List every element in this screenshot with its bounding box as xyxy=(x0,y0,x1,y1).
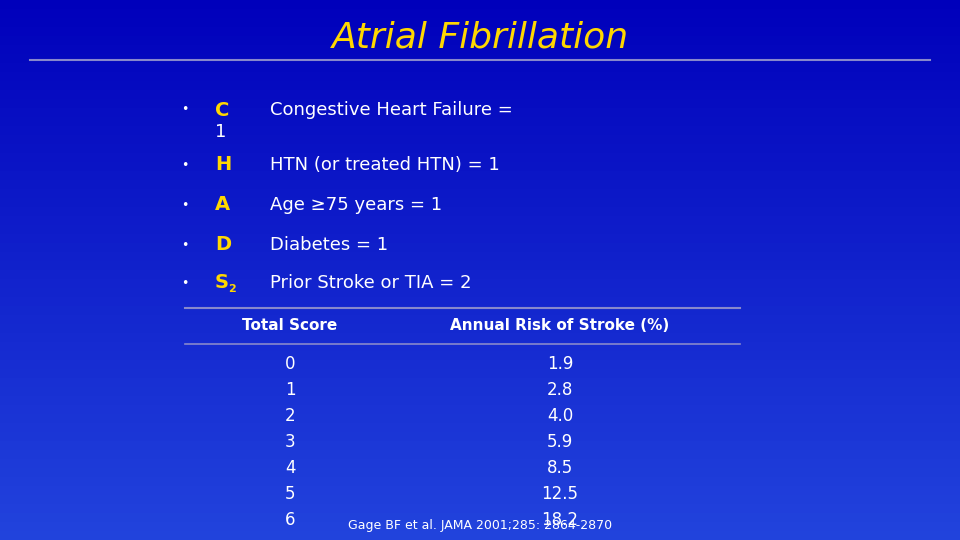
Bar xyxy=(0,477,960,486)
Text: 2: 2 xyxy=(228,284,236,294)
Bar xyxy=(0,315,960,324)
Bar xyxy=(0,342,960,351)
Bar xyxy=(0,180,960,189)
Bar xyxy=(0,432,960,441)
Bar xyxy=(0,450,960,459)
Bar xyxy=(0,207,960,216)
Text: 4: 4 xyxy=(285,459,296,477)
Bar xyxy=(0,108,960,117)
Bar xyxy=(0,279,960,288)
Bar xyxy=(0,135,960,144)
Text: Gage BF et al. JAMA 2001;285: 2864-2870: Gage BF et al. JAMA 2001;285: 2864-2870 xyxy=(348,518,612,531)
Text: Prior Stroke or TIA = 2: Prior Stroke or TIA = 2 xyxy=(270,274,471,292)
Bar xyxy=(0,81,960,90)
Bar xyxy=(0,396,960,405)
Bar xyxy=(0,234,960,243)
Bar xyxy=(0,288,960,297)
Bar xyxy=(0,504,960,513)
Bar xyxy=(0,468,960,477)
Bar xyxy=(0,45,960,54)
Bar xyxy=(0,486,960,495)
Text: HTN (or treated HTN) = 1: HTN (or treated HTN) = 1 xyxy=(270,156,500,174)
Bar xyxy=(0,9,960,18)
Text: C: C xyxy=(215,100,229,119)
Bar xyxy=(0,162,960,171)
Bar xyxy=(0,72,960,81)
Bar xyxy=(0,270,960,279)
Bar xyxy=(0,54,960,63)
Text: 18.2: 18.2 xyxy=(541,511,579,529)
Text: Age ≥75 years = 1: Age ≥75 years = 1 xyxy=(270,196,443,214)
Text: •: • xyxy=(181,239,189,252)
Bar xyxy=(0,252,960,261)
Bar xyxy=(0,261,960,270)
Bar xyxy=(0,495,960,504)
Bar xyxy=(0,63,960,72)
Bar xyxy=(0,144,960,153)
Bar xyxy=(0,423,960,432)
Bar xyxy=(0,90,960,99)
Bar xyxy=(0,225,960,234)
Bar xyxy=(0,153,960,162)
Bar xyxy=(0,405,960,414)
Bar xyxy=(0,351,960,360)
Text: 1: 1 xyxy=(215,123,227,141)
Bar xyxy=(0,189,960,198)
Text: •: • xyxy=(181,159,189,172)
Bar xyxy=(0,117,960,126)
Text: 4.0: 4.0 xyxy=(547,407,573,425)
Bar xyxy=(0,27,960,36)
Text: S: S xyxy=(215,273,229,293)
Text: 12.5: 12.5 xyxy=(541,485,579,503)
Text: 1: 1 xyxy=(285,381,296,399)
Bar xyxy=(0,18,960,27)
Text: •: • xyxy=(181,104,189,117)
Text: Annual Risk of Stroke (%): Annual Risk of Stroke (%) xyxy=(450,319,670,334)
Bar xyxy=(0,333,960,342)
Bar xyxy=(0,198,960,207)
Bar xyxy=(0,513,960,522)
Bar xyxy=(0,297,960,306)
Text: 5.9: 5.9 xyxy=(547,433,573,451)
Bar xyxy=(0,441,960,450)
Text: A: A xyxy=(215,195,230,214)
Text: 3: 3 xyxy=(285,433,296,451)
Bar xyxy=(0,324,960,333)
Text: Total Score: Total Score xyxy=(242,319,338,334)
Bar xyxy=(0,369,960,378)
Text: Atrial Fibrillation: Atrial Fibrillation xyxy=(331,21,629,55)
Text: 5: 5 xyxy=(285,485,296,503)
Text: •: • xyxy=(181,276,189,289)
Bar xyxy=(0,99,960,108)
Bar xyxy=(0,387,960,396)
Bar xyxy=(0,522,960,531)
Text: Diabetes = 1: Diabetes = 1 xyxy=(270,236,388,254)
Bar xyxy=(0,414,960,423)
Bar xyxy=(0,171,960,180)
Text: 2: 2 xyxy=(285,407,296,425)
Bar xyxy=(0,459,960,468)
Text: 8.5: 8.5 xyxy=(547,459,573,477)
Text: •: • xyxy=(181,199,189,212)
Text: D: D xyxy=(215,235,231,254)
Bar xyxy=(0,306,960,315)
Text: 2.8: 2.8 xyxy=(547,381,573,399)
Bar xyxy=(0,216,960,225)
Bar xyxy=(0,126,960,135)
Bar xyxy=(0,36,960,45)
Bar xyxy=(0,378,960,387)
Bar xyxy=(0,0,960,9)
Text: 6: 6 xyxy=(285,511,296,529)
Text: 0: 0 xyxy=(285,355,296,373)
Text: Congestive Heart Failure =: Congestive Heart Failure = xyxy=(270,101,513,119)
Bar xyxy=(0,531,960,540)
Bar xyxy=(0,243,960,252)
Bar xyxy=(0,360,960,369)
Text: H: H xyxy=(215,156,231,174)
Text: 1.9: 1.9 xyxy=(547,355,573,373)
